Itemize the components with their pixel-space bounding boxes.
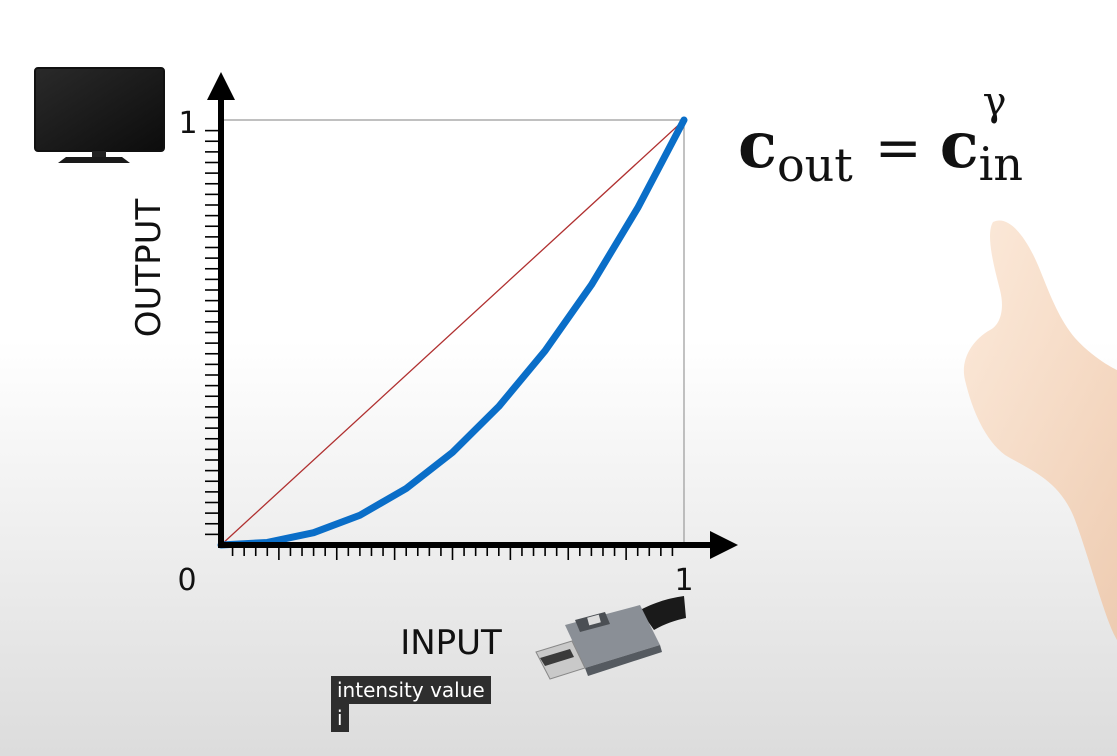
gamma-formula: cout = c γ in bbox=[738, 79, 1031, 192]
y-minor-ticks bbox=[205, 129, 221, 536]
x-axis-title: INPUT bbox=[400, 623, 502, 663]
caption-line-1: intensity value bbox=[331, 676, 491, 704]
formula-base-left: c bbox=[738, 108, 777, 183]
x-minor-ticks bbox=[231, 545, 674, 560]
formula-equals: = bbox=[874, 116, 922, 181]
formula-base-right: c bbox=[939, 108, 979, 183]
monitor-icon bbox=[34, 67, 165, 163]
series-line-identity bbox=[220, 119, 685, 546]
y-axis bbox=[207, 72, 235, 548]
formula-sub-out: out bbox=[776, 138, 853, 192]
series-line-gamma bbox=[217, 116, 688, 549]
caption-line-2: i bbox=[331, 704, 349, 732]
subtitle-caption: intensity value i bbox=[331, 676, 491, 732]
formula-sup-gamma: γ bbox=[982, 79, 1007, 125]
x-tick-label-1: 1 bbox=[674, 563, 693, 598]
x-axis bbox=[218, 531, 738, 559]
displayport-connector-icon bbox=[535, 596, 686, 680]
y-tick-label-1: 1 bbox=[178, 106, 197, 141]
pointing-hand-icon bbox=[963, 220, 1117, 640]
formula-sub-in: in bbox=[978, 137, 1024, 191]
y-axis-title: OUTPUT bbox=[129, 198, 169, 337]
x-tick-label-0: 0 bbox=[177, 563, 196, 598]
